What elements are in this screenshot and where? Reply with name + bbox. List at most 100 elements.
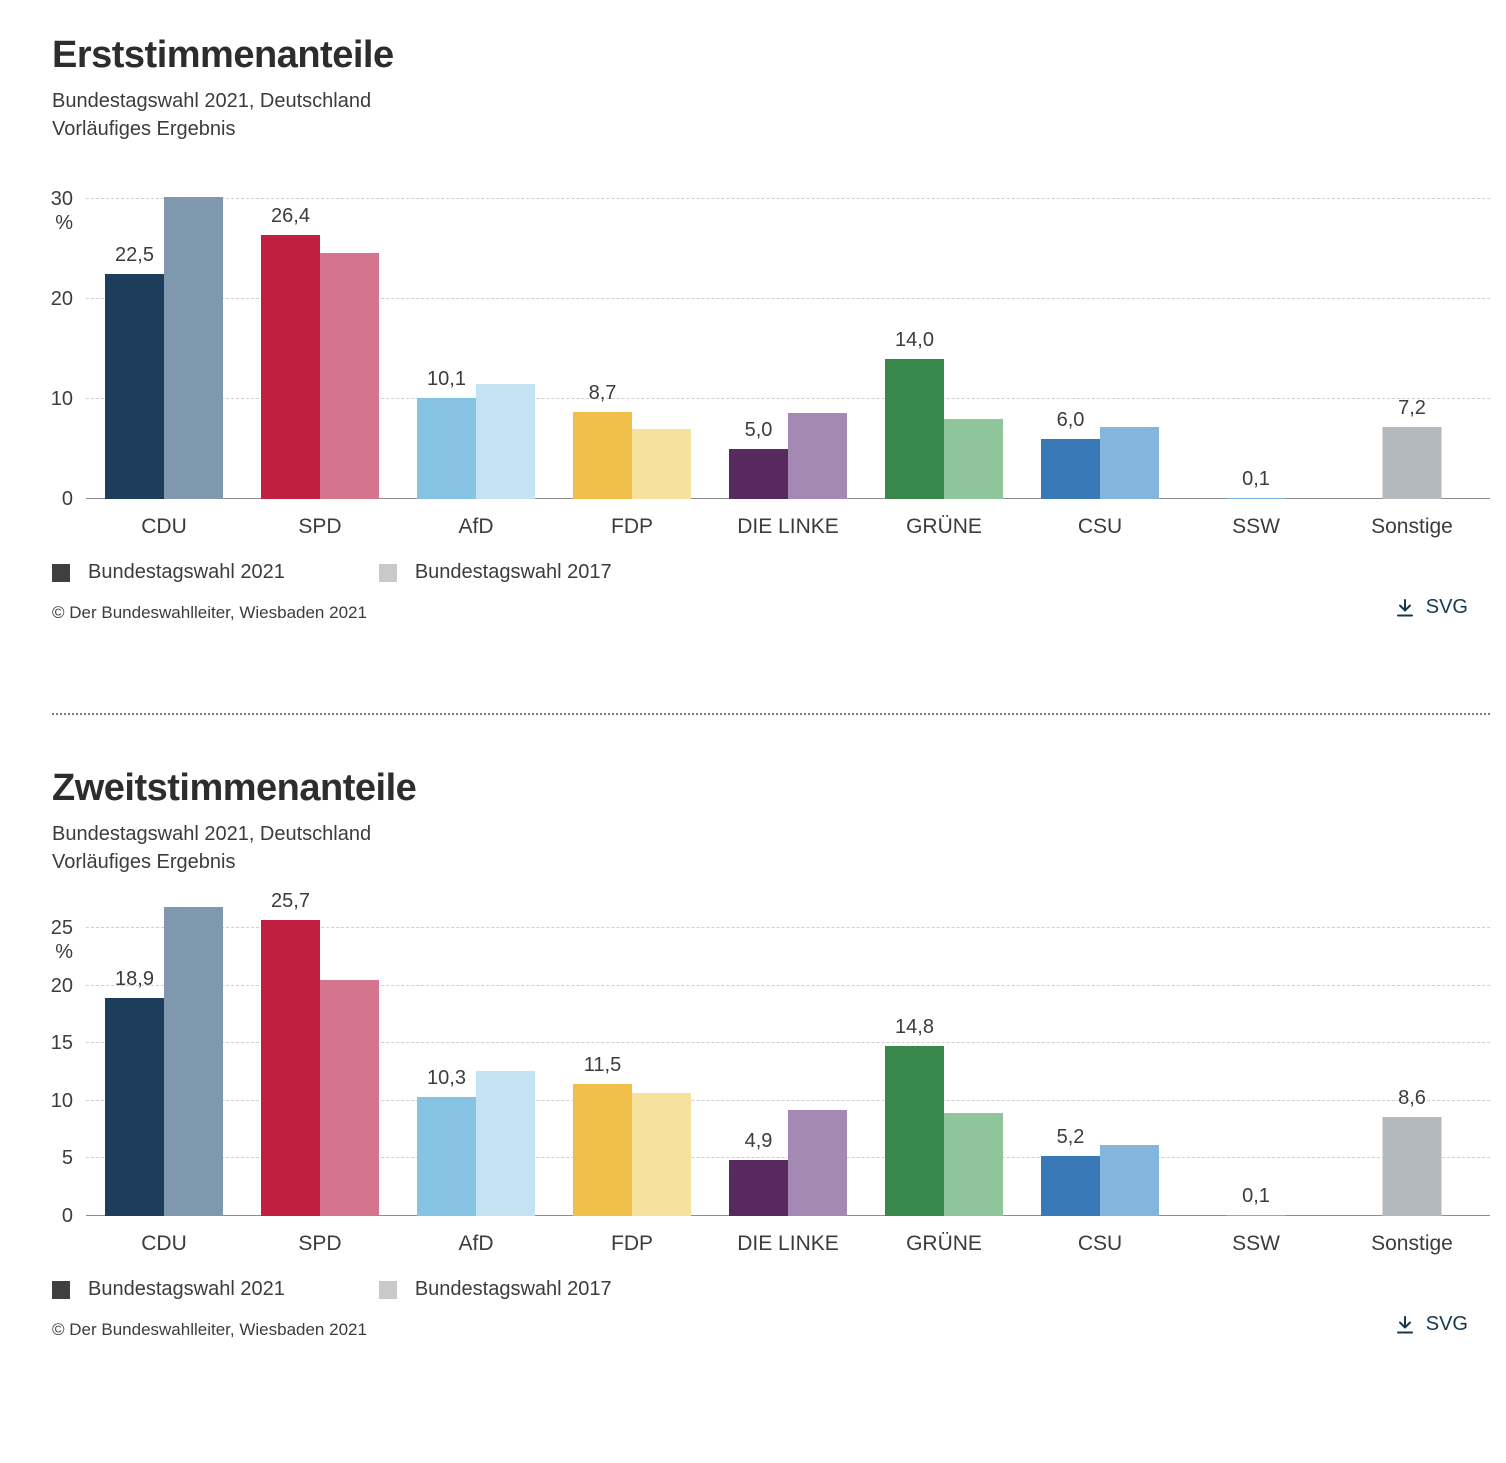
bar-group-die-linke: 4,9 DIE LINKE <box>710 928 866 1255</box>
bar-2017-csu <box>1100 427 1159 499</box>
value-label: 8,7 <box>588 382 617 404</box>
y-tick-label-15: 15 <box>50 1032 73 1055</box>
bar-2017-spd <box>320 979 379 1216</box>
bar-group-fdp: 11,5 FDP <box>554 928 710 1255</box>
legend-swatch-2017 <box>378 563 397 582</box>
svg-download-link[interactable]: SVG <box>1394 596 1468 619</box>
bar-2021-sonstige: 8,6 <box>1382 1087 1442 1216</box>
bar-group-cdu: 22,5 CDU <box>86 197 242 538</box>
y-tick-label-20: 20 <box>50 974 73 997</box>
bar-2021-csu: 5,2 <box>1041 1126 1100 1216</box>
bars: 0,1 <box>1226 1185 1286 1216</box>
bar-group-cdu: 18,9 CDU <box>86 907 242 1255</box>
x-axis-label: CSU <box>1077 1232 1123 1255</box>
legend-swatch-2017 <box>378 1280 397 1299</box>
x-axis-label: SSW <box>1232 515 1280 538</box>
x-axis-label: CSU <box>1077 515 1123 538</box>
x-axis-label: AfD <box>458 515 494 538</box>
bars: 7,2 <box>1382 397 1442 499</box>
value-label: 25,7 <box>271 889 310 912</box>
chart-title: Erststimmenanteile <box>52 34 394 76</box>
bars: 10,3 <box>417 1067 535 1216</box>
bar-2021-ssw: 0,1 <box>1226 468 1286 499</box>
gridline-25 <box>86 927 1490 928</box>
plot-zweitstimmen: 0 5 10 15 20 25% 18,9 CDU 25,7 SPD 10,3 AfD 11,5 FDP 4… <box>51 890 1490 1255</box>
bar-group-spd: 26,4 SPD <box>242 199 398 538</box>
legend-swatch-2021 <box>52 563 70 582</box>
bar-2021-fdp: 8,7 <box>573 382 632 499</box>
bars-row: 22,5 CDU 26,4 SPD 10,1 AfD 8,7 FDP 5,0 DIE LINKE 1… <box>86 197 1490 538</box>
legend-label-2017: Bundestagswahl 2017 <box>414 1278 612 1300</box>
chart-title: Zweitstimmenanteile <box>52 767 417 809</box>
x-axis-label: Sonstige <box>1371 515 1453 538</box>
bar-group-grüne: 14,0 GRÜNE <box>866 199 1022 538</box>
bars: 22,5 <box>105 197 223 499</box>
value-label: 4,9 <box>744 1129 773 1152</box>
value-label: 22,5 <box>115 244 154 266</box>
value-label: 5,0 <box>744 419 773 441</box>
svg-download-link[interactable]: SVG <box>1394 1313 1468 1336</box>
bar-2017-spd <box>320 253 379 499</box>
bar-2021-afd: 10,1 <box>417 368 476 499</box>
bars: 5,2 <box>1041 1126 1159 1216</box>
legend-item-2021: Bundestagswahl 2021 <box>52 1278 285 1301</box>
x-axis-label: FDP <box>611 515 653 538</box>
x-axis-label: FDP <box>611 1232 653 1255</box>
value-label: 5,2 <box>1056 1126 1085 1149</box>
download-icon <box>1396 598 1413 616</box>
legend-item-2017: Bundestagswahl 2017 <box>378 561 612 584</box>
value-label: 18,9 <box>115 968 154 991</box>
bar-2021-ssw: 0,1 <box>1226 1185 1286 1216</box>
legend: Bundestagswahl 2021 Bundestagswahl 2017 <box>52 1278 1490 1301</box>
x-axis-label: SPD <box>298 1232 342 1255</box>
bars: 26,4 <box>261 205 379 499</box>
bars: 11,5 <box>573 1054 691 1216</box>
chart-subtitle: Bundestagswahl 2021, Deutschland <box>52 823 372 845</box>
value-label: 14,8 <box>895 1015 934 1038</box>
bar-group-grüne: 14,8 GRÜNE <box>866 928 1022 1255</box>
bar-group-afd: 10,3 AfD <box>398 928 554 1255</box>
bar-2021-grüne: 14,0 <box>885 329 944 499</box>
legend-label-2021: Bundestagswahl 2021 <box>88 561 285 583</box>
bar-group-sonstige: 8,6 Sonstige <box>1334 928 1490 1255</box>
chart-section-zweitstimmen: Zweitstimmenanteile Bundestagswahl 2021,… <box>51 767 1490 1340</box>
y-tick-label-5: 5 <box>61 1147 73 1170</box>
bar-2021-die-linke: 5,0 <box>729 419 788 499</box>
bar-2021-spd: 26,4 <box>261 205 320 499</box>
y-axis-unit: % <box>55 941 73 963</box>
bar-group-sonstige: 7,2 Sonstige <box>1334 199 1490 538</box>
value-label: 26,4 <box>271 205 310 227</box>
value-label: 11,5 <box>583 1053 622 1076</box>
x-axis-label: SSW <box>1232 1232 1280 1255</box>
x-axis-label: CDU <box>141 1232 187 1255</box>
x-axis-label: AfD <box>458 1232 494 1255</box>
chart-section-erststimmen: Erststimmenanteile Bundestagswahl 2021, … <box>50 34 1490 623</box>
legend-item-2017: Bundestagswahl 2017 <box>378 1278 612 1301</box>
gridline-20 <box>86 298 1490 299</box>
chart-footer: © Der Bundeswahlleiter, Wiesbaden 2021 S… <box>52 1313 1490 1340</box>
x-axis-label: Sonstige <box>1371 1232 1453 1255</box>
value-label: 0,1 <box>1242 468 1270 490</box>
x-axis-label: GRÜNE <box>906 515 982 538</box>
svg-download-label: SVG <box>1425 596 1468 618</box>
y-axis-unit: % <box>55 212 73 234</box>
bar-2021-cdu: 18,9 <box>105 968 164 1216</box>
bar-2017-die-linke <box>788 413 847 499</box>
bar-2021-afd: 10,3 <box>417 1067 476 1216</box>
chart-subtitle-line2: Vorläufiges Ergebnis <box>52 851 236 873</box>
bar-2017-afd <box>476 1070 535 1216</box>
bar-2021-cdu: 22,5 <box>105 244 164 499</box>
bar-2017-fdp <box>632 1092 691 1216</box>
y-tick-label-20: 20 <box>50 288 73 310</box>
chart-footer: © Der Bundeswahlleiter, Wiesbaden 2021 S… <box>52 596 1490 623</box>
bars: 14,8 <box>885 1016 1003 1216</box>
bar-2017-die-linke <box>788 1110 847 1216</box>
copyright: © Der Bundeswahlleiter, Wiesbaden 2021 <box>52 603 367 622</box>
chart-subtitle: Bundestagswahl 2021, Deutschland <box>52 90 372 112</box>
bars: 0,1 <box>1226 468 1286 499</box>
download-icon <box>1396 1315 1413 1333</box>
y-tick-label-0: 0 <box>61 488 73 510</box>
bar-group-ssw: 0,1 SSW <box>1178 928 1334 1255</box>
x-axis-label: DIE LINKE <box>737 515 839 538</box>
bar-group-afd: 10,1 AfD <box>398 199 554 538</box>
